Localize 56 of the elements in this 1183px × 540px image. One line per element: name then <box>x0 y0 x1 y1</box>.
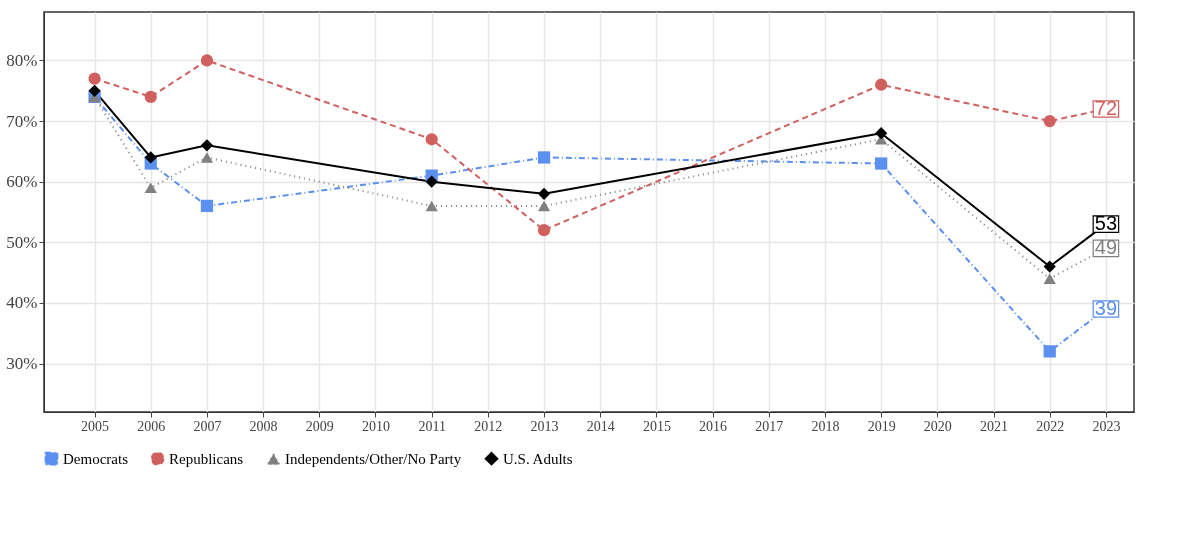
x-tick-label: 2020 <box>923 418 952 434</box>
x-tick-label: 2017 <box>755 418 784 434</box>
x-tick-label: 2011 <box>418 418 446 434</box>
point <box>875 78 888 91</box>
data-label: 72 <box>1094 96 1118 119</box>
point <box>875 157 888 170</box>
y-tick-label: 40% <box>6 293 38 313</box>
point <box>425 133 438 146</box>
point <box>425 175 438 188</box>
y-tick-label: 30% <box>6 354 38 374</box>
point <box>200 152 214 163</box>
x-tick-label: 2023 <box>1092 418 1121 434</box>
data-label: 39 <box>1094 296 1118 319</box>
x-tick-label: 2012 <box>474 418 503 434</box>
point <box>144 182 157 194</box>
y-tick-label: 70% <box>6 111 38 131</box>
y-tick-label: 80% <box>6 50 38 70</box>
point <box>200 139 214 152</box>
x-tick-label: 2007 <box>193 418 222 434</box>
x-tick-label: 2018 <box>811 418 840 434</box>
point <box>1043 345 1056 358</box>
x-tick-label: 2006 <box>137 418 166 434</box>
point <box>537 224 551 237</box>
point <box>537 151 551 164</box>
x-tick-label: 2005 <box>81 418 110 434</box>
x-tick-label: 2021 <box>980 418 1009 434</box>
point <box>88 72 101 85</box>
x-tick-label: 2013 <box>530 418 559 434</box>
point <box>425 200 438 212</box>
legend-label: Independents/Other/No Party <box>285 451 462 468</box>
point <box>875 127 888 140</box>
x-tick-label: 2022 <box>1036 418 1065 434</box>
data-label: 53 <box>1094 212 1118 235</box>
point <box>144 151 157 164</box>
x-tick-label: 2019 <box>867 418 896 434</box>
legend-label: Democrats <box>63 450 129 467</box>
point <box>1043 260 1056 273</box>
y-tick-label: 60% <box>6 172 38 192</box>
point <box>1043 114 1056 128</box>
point <box>537 187 551 200</box>
x-tick-label: 2014 <box>586 418 615 434</box>
point <box>88 84 101 97</box>
y-tick-label: 50% <box>6 232 38 252</box>
point <box>200 54 214 67</box>
legend-label: U.S. Adults <box>503 450 573 467</box>
x-tick-label: 2015 <box>642 418 671 434</box>
x-tick-label: 2009 <box>305 418 334 434</box>
point <box>1043 273 1056 284</box>
point <box>200 199 214 213</box>
data-label: 49 <box>1094 236 1118 259</box>
x-tick-label: 2010 <box>361 418 390 434</box>
point <box>537 200 551 212</box>
legend-label: Republicans <box>169 450 244 467</box>
x-tick-label: 2008 <box>249 418 278 434</box>
x-tick-label: 2016 <box>699 418 728 434</box>
point <box>144 90 157 103</box>
